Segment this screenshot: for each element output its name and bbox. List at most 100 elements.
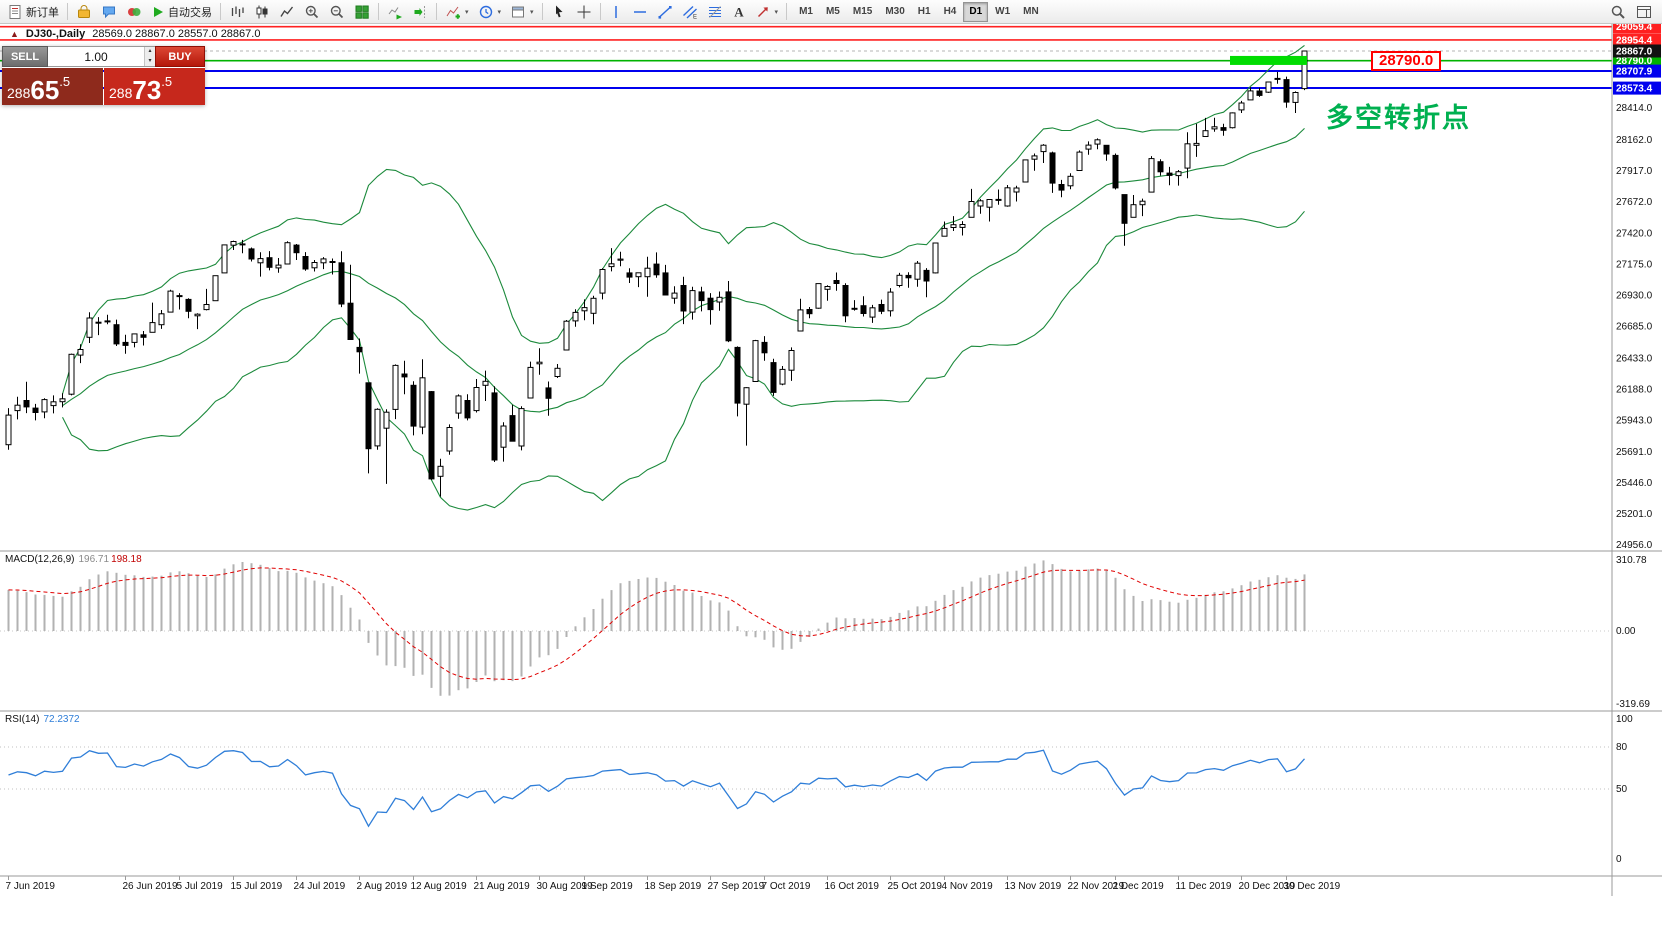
- macd-scale-label: 0.00: [1616, 626, 1636, 637]
- tile-windows-button[interactable]: [350, 1, 374, 22]
- trendline-icon: [657, 4, 673, 20]
- line-chart-button[interactable]: [275, 1, 299, 22]
- timeframe-button-m1[interactable]: M1: [793, 2, 819, 22]
- volume-decrease-button[interactable]: ▾: [145, 56, 155, 66]
- toolbar-right-group: [1606, 1, 1659, 22]
- date-axis-label: 2 Dec 2019: [1113, 881, 1165, 892]
- candlestick-chart-button[interactable]: [250, 1, 274, 22]
- chevron-down-icon: ▾: [465, 8, 469, 16]
- templates-button[interactable]: ▾: [506, 1, 538, 22]
- new-order-button[interactable]: 新订单: [3, 1, 63, 22]
- chart-annotation-text[interactable]: 多空转折点: [1326, 103, 1471, 133]
- timeframe-button-m15[interactable]: M15: [847, 2, 878, 22]
- auto-scroll-button[interactable]: [383, 1, 407, 22]
- volume-control: ▴ ▾: [48, 46, 155, 67]
- crosshair-tool-button[interactable]: [572, 1, 596, 22]
- price-level-label[interactable]: 28790.0: [1371, 51, 1442, 71]
- volume-increase-button[interactable]: ▴: [145, 47, 155, 57]
- cursor-tool-button[interactable]: [547, 1, 571, 22]
- buy-button[interactable]: BUY: [155, 46, 205, 67]
- highlight-bar[interactable]: [1230, 55, 1307, 65]
- date-axis-label: 21 Aug 2019: [474, 881, 531, 892]
- search-icon: [1610, 4, 1626, 20]
- toolbar-separator: [599, 3, 601, 20]
- timeframe-button-d1[interactable]: D1: [963, 1, 989, 22]
- timeframe-button-w1[interactable]: W1: [989, 2, 1016, 22]
- toolbar-separator: [786, 3, 788, 20]
- sell-button[interactable]: SELL: [2, 46, 48, 67]
- timeframe-button-mn[interactable]: MN: [1017, 2, 1045, 22]
- price-axis-label: 26685.0: [1616, 322, 1653, 333]
- autotrade-button[interactable]: 自动交易: [147, 1, 216, 22]
- toolbar-separator: [378, 3, 379, 20]
- fibonacci-tool-button[interactable]: [703, 1, 727, 22]
- market-button[interactable]: [72, 1, 96, 22]
- ask-price-display: 288 73.5: [104, 68, 205, 105]
- date-axis-label: 9 Sep 2019: [582, 881, 634, 892]
- macd-scale-label: 310.78: [1616, 555, 1647, 566]
- date-axis-label: 12 Aug 2019: [411, 881, 468, 892]
- text-tool-button[interactable]: A: [728, 1, 750, 22]
- line-chart-icon: [279, 4, 295, 20]
- date-axis-label: 7 Jun 2019: [6, 881, 56, 892]
- signals-button[interactable]: [122, 1, 146, 22]
- candlesticks-layer: [5, 50, 1308, 497]
- price-axis-label: 25446.0: [1616, 478, 1653, 489]
- autotrade-play-icon: [151, 5, 165, 19]
- macd-name: MACD(12,26,9): [5, 554, 75, 565]
- horizontal-line-tool-button[interactable]: [628, 1, 652, 22]
- rsi-scale-label: 80: [1616, 742, 1628, 753]
- price-axis-label: 26188.0: [1616, 384, 1653, 395]
- zoom-in-button[interactable]: [300, 1, 324, 22]
- price-tag-label: 28707.9: [1616, 67, 1653, 78]
- price-tag-label: 28790.0: [1616, 56, 1653, 67]
- timeframe-button-m30[interactable]: M30: [879, 2, 910, 22]
- arrows-tool-button[interactable]: ▾: [751, 1, 783, 22]
- periods-button[interactable]: ▾: [474, 1, 506, 22]
- date-axis-label: 4 Nov 2019: [942, 881, 994, 892]
- price-axis-label: 25691.0: [1616, 447, 1653, 458]
- price-axis-label: 24956.0: [1616, 540, 1653, 551]
- ask-price-pip: .5: [161, 74, 173, 89]
- indicators-button[interactable]: ▾: [441, 1, 473, 22]
- one-click-toggle-icon[interactable]: ▲: [10, 29, 19, 39]
- indicator-layer: [7, 560, 1306, 828]
- level-lines-layer[interactable]: [0, 25, 1612, 90]
- highlight-layer[interactable]: [1230, 55, 1307, 65]
- timeframe-button-m5[interactable]: M5: [820, 2, 846, 22]
- volume-input[interactable]: [48, 47, 145, 66]
- price-axis-label: 28414.0: [1616, 103, 1653, 114]
- zoom-out-button[interactable]: [325, 1, 349, 22]
- timeframe-button-h1[interactable]: H1: [912, 2, 937, 22]
- horizontal-line-icon: [632, 4, 648, 20]
- date-axis-label: 7 Oct 2019: [762, 881, 811, 892]
- vertical-line-tool-button[interactable]: [605, 1, 627, 22]
- new-order-label: 新订单: [26, 6, 59, 19]
- price-axis-label: 28162.0: [1616, 135, 1653, 146]
- trendline-tool-button[interactable]: [653, 1, 677, 22]
- signals-icon: [126, 4, 142, 20]
- price-tag: [1613, 81, 1661, 95]
- panels-button[interactable]: [1632, 1, 1656, 22]
- fibonacci-icon: [707, 4, 723, 20]
- vertical-line-icon: [609, 4, 623, 20]
- chart-shift-button[interactable]: [408, 1, 432, 22]
- price-tag: [1613, 33, 1661, 47]
- toolbar-separator: [67, 3, 68, 20]
- arrow-objects-icon: [755, 4, 771, 20]
- timeframe-button-h4[interactable]: H4: [938, 2, 963, 22]
- volume-spinner: ▴ ▾: [144, 47, 155, 66]
- search-button[interactable]: [1606, 1, 1630, 22]
- channel-tool-button[interactable]: E: [678, 1, 702, 22]
- macd-signal-value: 198.18: [111, 554, 142, 565]
- chat-button[interactable]: [97, 1, 121, 22]
- ask-price-main: 288: [109, 85, 133, 101]
- rsi-scale-label: 0: [1616, 854, 1622, 865]
- price-axis-label: 27917.0: [1616, 166, 1653, 177]
- bar-chart-button[interactable]: [225, 1, 249, 22]
- window-panels-icon: [1636, 4, 1652, 20]
- date-axis-label: 30 Dec 2019: [1284, 881, 1341, 892]
- date-axis-label: 22 Nov 2019: [1068, 881, 1125, 892]
